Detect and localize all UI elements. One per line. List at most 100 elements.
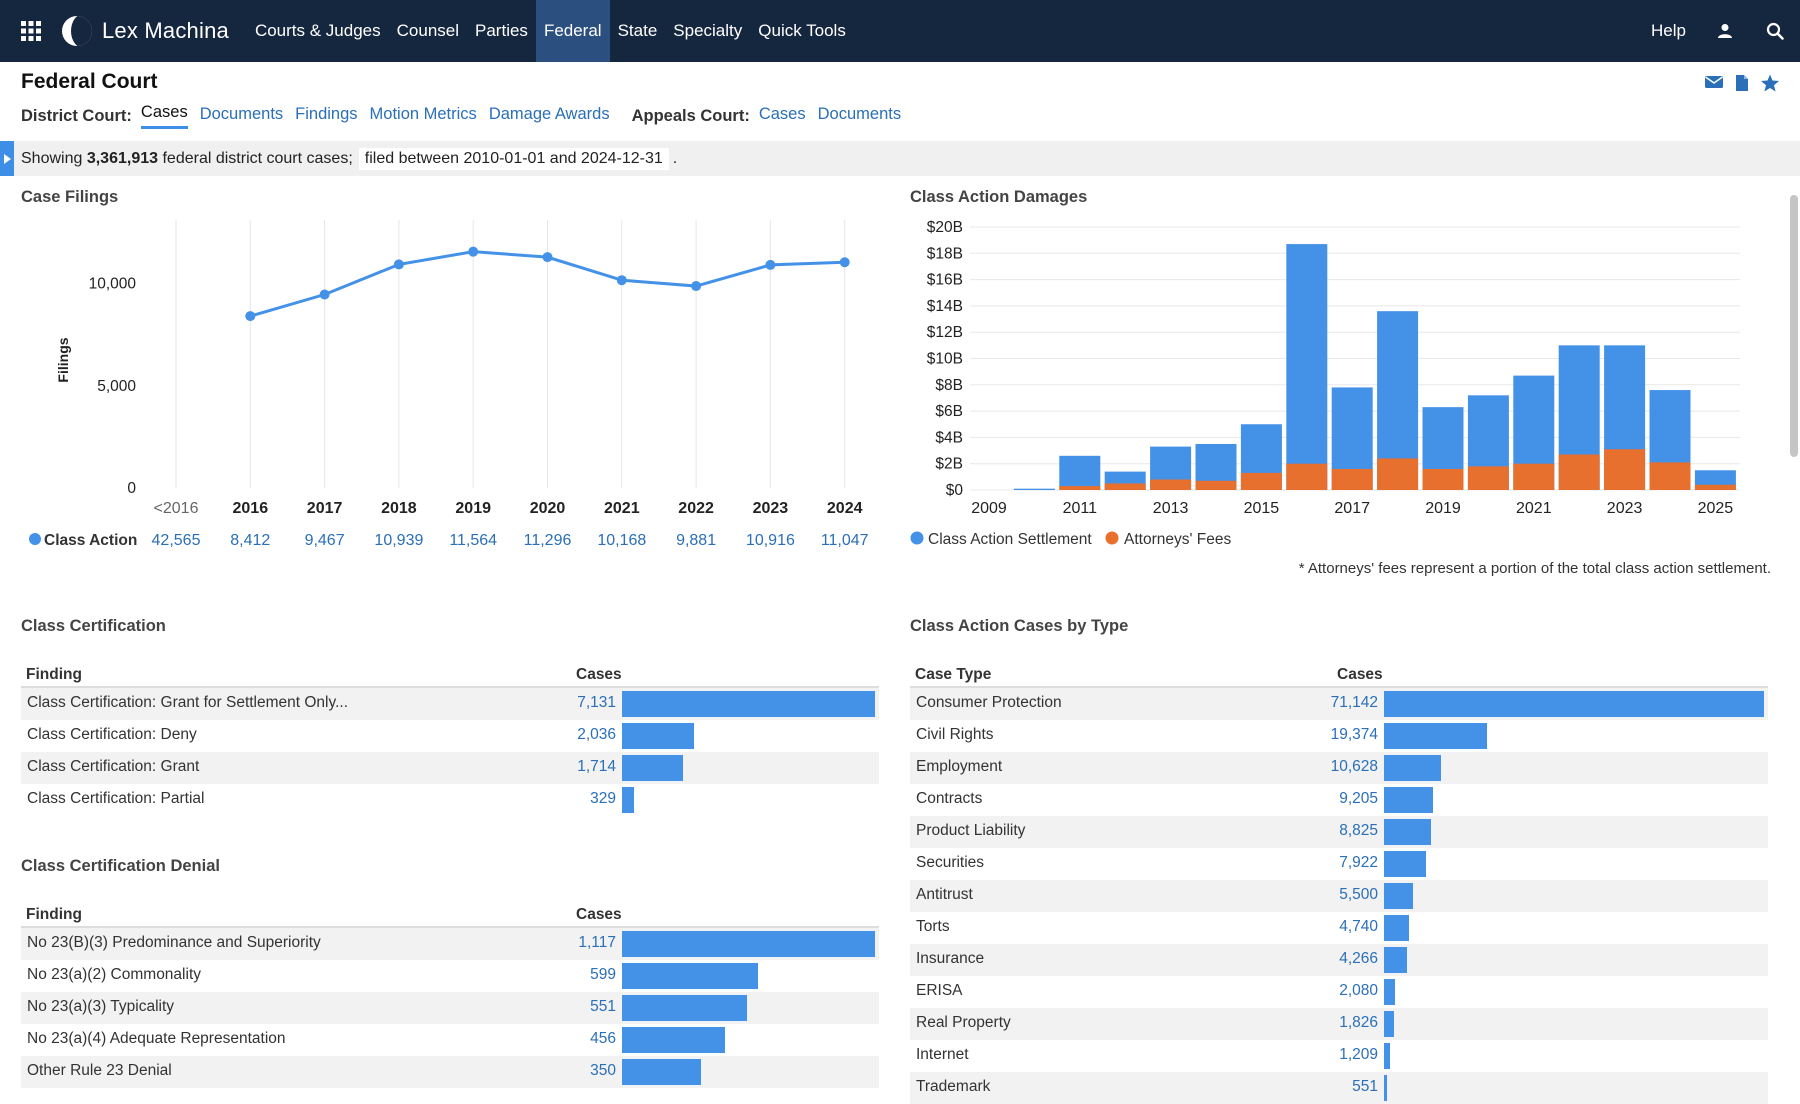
table-row[interactable]: No 23(a)(3) Typicality 551 bbox=[21, 992, 879, 1024]
data-point bbox=[691, 281, 702, 292]
col-case-type[interactable]: Case Type bbox=[915, 666, 992, 683]
legend-label: Class Action bbox=[44, 532, 137, 549]
table-row[interactable]: Trademark 551 bbox=[910, 1072, 1768, 1104]
scrollbar[interactable] bbox=[1790, 195, 1798, 457]
table-row[interactable]: No 23(a)(2) Commonality 599 bbox=[21, 960, 879, 992]
table-row[interactable]: Contracts 9,205 bbox=[910, 784, 1768, 816]
y-tick-label: $10B bbox=[927, 351, 963, 368]
row-count-link[interactable]: 4,740 bbox=[1339, 918, 1378, 935]
table-row[interactable]: Class Certification: Deny 2,036 bbox=[21, 720, 879, 752]
tab-appeals-cases[interactable]: Cases bbox=[758, 104, 806, 123]
row-count-link[interactable]: 1,117 bbox=[578, 934, 616, 951]
tab-district-cases[interactable]: Cases bbox=[140, 103, 188, 129]
row-count-link[interactable]: 8,825 bbox=[1339, 822, 1378, 839]
table-row[interactable]: Internet 1,209 bbox=[910, 1040, 1768, 1072]
x-tick-label: 2009 bbox=[971, 500, 1007, 517]
row-count-link[interactable]: 599 bbox=[590, 966, 616, 983]
apps-grid-icon[interactable] bbox=[0, 0, 62, 62]
table-row[interactable]: Class Certification: Grant for Settlemen… bbox=[21, 688, 879, 720]
row-count-link[interactable]: 551 bbox=[590, 998, 616, 1015]
row-count-link[interactable]: 1,826 bbox=[1339, 1014, 1378, 1031]
col-cases[interactable]: Cases bbox=[1337, 666, 1383, 683]
x-tick-label: 2018 bbox=[381, 500, 417, 517]
y-tick-label: $12B bbox=[927, 324, 963, 341]
filing-count-link: 11,047 bbox=[821, 532, 869, 549]
table-body: Class Certification: Grant for Settlemen… bbox=[21, 688, 879, 816]
tab-appeals-documents[interactable]: Documents bbox=[817, 104, 902, 123]
nav-help[interactable]: Help bbox=[1651, 21, 1686, 40]
y-tick-label: $8B bbox=[935, 377, 963, 394]
table-row[interactable]: Product Liability 8,825 bbox=[910, 816, 1768, 848]
row-count-link[interactable]: 2,036 bbox=[577, 726, 616, 743]
row-count-link[interactable]: 456 bbox=[590, 1030, 616, 1047]
table-row[interactable]: Real Property 1,826 bbox=[910, 1008, 1768, 1040]
table-row[interactable]: Torts 4,740 bbox=[910, 912, 1768, 944]
table-row[interactable]: ERISA 2,080 bbox=[910, 976, 1768, 1008]
row-count-link[interactable]: 4,266 bbox=[1339, 950, 1378, 967]
nav-federal[interactable]: Federal bbox=[535, 0, 610, 62]
settlement-bar bbox=[1286, 244, 1328, 490]
row-count-link[interactable]: 9,205 bbox=[1339, 790, 1378, 807]
table-row[interactable]: No 23(B)(3) Predominance and Superiority… bbox=[21, 928, 879, 960]
row-count-link[interactable]: 1,714 bbox=[577, 758, 616, 775]
table-row[interactable]: Class Certification: Grant 1,714 bbox=[21, 752, 879, 784]
filter-date-chip[interactable]: filed between 2010-01-01 and 2024-12-31 bbox=[358, 147, 669, 170]
col-cases[interactable]: Cases bbox=[576, 906, 622, 923]
row-label: Class Certification: Grant for Settlemen… bbox=[27, 694, 349, 711]
table-row[interactable]: No 23(a)(4) Adequate Representation 456 bbox=[21, 1024, 879, 1056]
row-count-link[interactable]: 19,374 bbox=[1330, 726, 1378, 743]
district-court-label: District Court: bbox=[21, 106, 132, 125]
x-tick-label: <2016 bbox=[154, 500, 199, 517]
row-count-link[interactable]: 7,922 bbox=[1339, 854, 1378, 871]
row-count-link[interactable]: 329 bbox=[590, 790, 616, 807]
row-label: Consumer Protection bbox=[916, 694, 1062, 711]
row-count-link[interactable]: 1,209 bbox=[1339, 1046, 1378, 1063]
data-point bbox=[245, 311, 256, 322]
star-icon[interactable] bbox=[1760, 74, 1780, 97]
col-finding[interactable]: Finding bbox=[26, 906, 82, 923]
row-count-link[interactable]: 10,628 bbox=[1330, 758, 1378, 775]
table-header: Finding Cases bbox=[21, 664, 879, 688]
tab-district-documents[interactable]: Documents bbox=[199, 104, 284, 123]
nav-state[interactable]: State bbox=[617, 21, 658, 40]
search-icon[interactable] bbox=[1750, 0, 1800, 62]
document-icon[interactable] bbox=[1734, 74, 1750, 97]
table-row[interactable]: Employment 10,628 bbox=[910, 752, 1768, 784]
row-count-link[interactable]: 551 bbox=[1352, 1078, 1378, 1095]
nav-courts-judges[interactable]: Courts & Judges bbox=[254, 21, 381, 40]
col-cases[interactable]: Cases bbox=[576, 666, 622, 683]
row-count-link[interactable]: 2,080 bbox=[1339, 982, 1378, 999]
legend-label: Class Action Settlement bbox=[928, 531, 1092, 548]
x-tick-label: 2019 bbox=[455, 500, 491, 517]
row-label: No 23(a)(3) Typicality bbox=[27, 998, 175, 1015]
table-row[interactable]: Insurance 4,266 bbox=[910, 944, 1768, 976]
row-bar bbox=[1384, 723, 1488, 749]
tab-district-motion-metrics[interactable]: Motion Metrics bbox=[369, 104, 477, 123]
brand-logo[interactable]: Lex Machina bbox=[62, 16, 229, 46]
tab-district-findings[interactable]: Findings bbox=[295, 104, 358, 123]
fees-bar bbox=[1286, 463, 1328, 490]
tab-district-damage-awards[interactable]: Damage Awards bbox=[488, 104, 610, 123]
fees-bar bbox=[1104, 483, 1146, 490]
row-count-link[interactable]: 7,131 bbox=[577, 694, 616, 711]
row-count-link[interactable]: 5,500 bbox=[1339, 886, 1378, 903]
expand-arrow-icon[interactable] bbox=[0, 141, 14, 176]
table-row[interactable]: Antitrust 5,500 bbox=[910, 880, 1768, 912]
row-count-link[interactable]: 71,142 bbox=[1330, 694, 1378, 711]
nav-quick-tools[interactable]: Quick Tools bbox=[758, 21, 846, 40]
table-row[interactable]: Consumer Protection 71,142 bbox=[910, 688, 1768, 720]
nav-counsel[interactable]: Counsel bbox=[396, 21, 460, 40]
user-icon[interactable] bbox=[1700, 0, 1750, 62]
nav-parties[interactable]: Parties bbox=[475, 21, 528, 40]
table-row[interactable]: Civil Rights 19,374 bbox=[910, 720, 1768, 752]
mail-icon[interactable] bbox=[1704, 74, 1724, 97]
table-row[interactable]: Class Certification: Partial 329 bbox=[21, 784, 879, 816]
row-count-link[interactable]: 350 bbox=[590, 1062, 616, 1079]
nav-specialty[interactable]: Specialty bbox=[673, 21, 743, 40]
table-row[interactable]: Other Rule 23 Denial 350 bbox=[21, 1056, 879, 1088]
lex-machina-logo-icon bbox=[62, 16, 92, 46]
x-tick-label: 2011 bbox=[1063, 500, 1098, 517]
table-row[interactable]: Securities 7,922 bbox=[910, 848, 1768, 880]
col-finding[interactable]: Finding bbox=[26, 666, 82, 683]
table-header: Case Type Cases bbox=[910, 664, 1768, 688]
